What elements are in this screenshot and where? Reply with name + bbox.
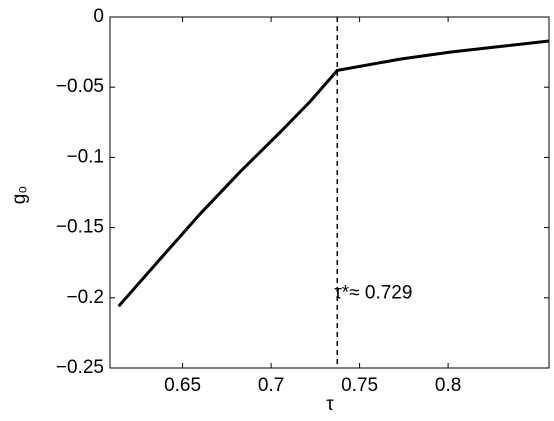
- y-tick-label: −0.25: [56, 357, 104, 378]
- y-tick-label: −0.15: [56, 217, 104, 238]
- annotation: τ*≈ 0.729: [334, 283, 412, 304]
- x-tick-label: 0.65: [164, 375, 201, 396]
- x-axis-label: τ: [326, 394, 334, 415]
- y-tick-label: 0: [93, 6, 104, 27]
- y-tick-label: −0.2: [66, 287, 104, 308]
- plot-frame: [109, 16, 550, 369]
- y-tick-label: −0.05: [56, 76, 104, 97]
- y-axis-label: g₀: [9, 186, 30, 204]
- x-tick-label: 0.7: [258, 375, 284, 396]
- data-line: [117, 39, 550, 308]
- x-tick-label: 0.8: [435, 375, 461, 396]
- y-tick-label: −0.1: [66, 146, 104, 167]
- x-tick-label: 0.75: [341, 375, 378, 396]
